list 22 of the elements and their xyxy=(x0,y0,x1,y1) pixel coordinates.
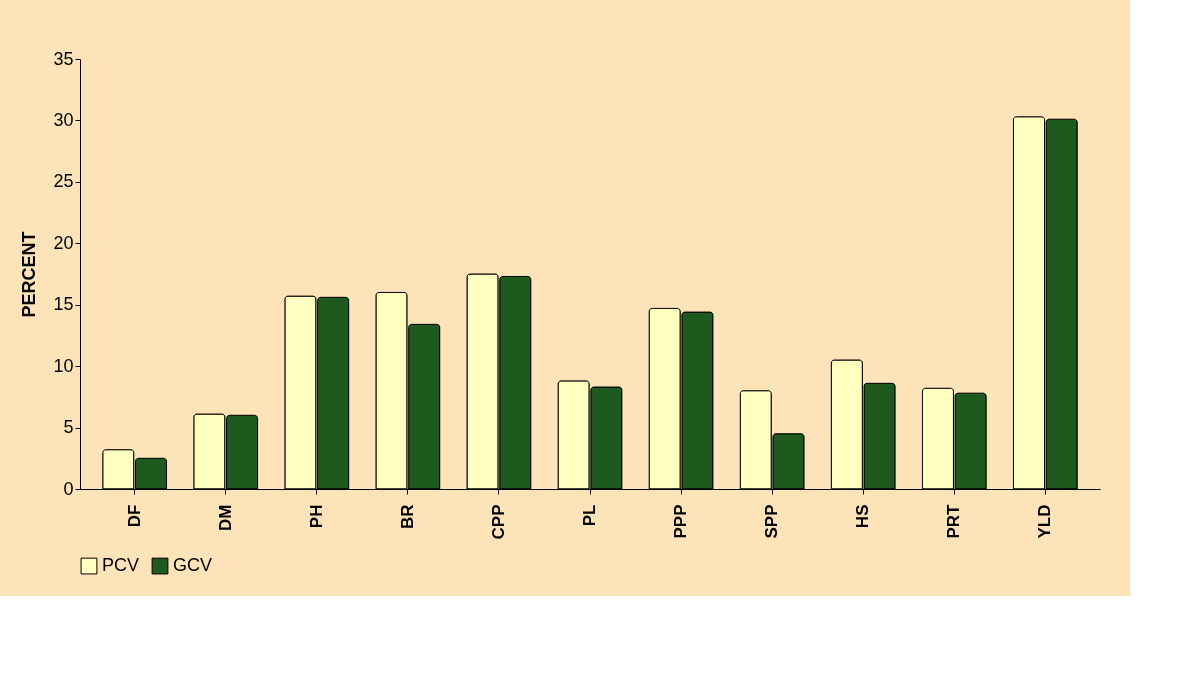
legend-label: PCV xyxy=(102,555,140,576)
x-tick-label: PL xyxy=(580,504,599,527)
x-tick-label: YLD xyxy=(1035,504,1055,539)
legend-label: GCV xyxy=(173,555,213,576)
y-tick-label: 10 xyxy=(53,355,74,376)
y-tick-label: 5 xyxy=(63,417,74,438)
y-tick-label: 20 xyxy=(53,232,74,253)
y-tick-label: 15 xyxy=(53,294,74,315)
x-tick-label: PRT xyxy=(944,503,964,539)
y-tick-label: 30 xyxy=(53,109,74,130)
x-tick-label: HS xyxy=(853,504,873,529)
x-tick-label: CPP xyxy=(488,504,508,540)
x-tick-label: DM xyxy=(215,504,235,531)
x-tick-label: SPP xyxy=(762,504,782,539)
x-tick-label: PH xyxy=(306,504,326,529)
y-axis-title: PERCENT xyxy=(19,231,40,318)
x-tick-label: PPP xyxy=(671,504,691,539)
y-tick-label: 0 xyxy=(63,478,74,499)
x-tick-label: DF xyxy=(124,504,144,528)
x-tick-label: BR xyxy=(397,504,417,530)
y-tick-label: 25 xyxy=(53,171,74,192)
y-tick-label: 35 xyxy=(53,48,74,69)
